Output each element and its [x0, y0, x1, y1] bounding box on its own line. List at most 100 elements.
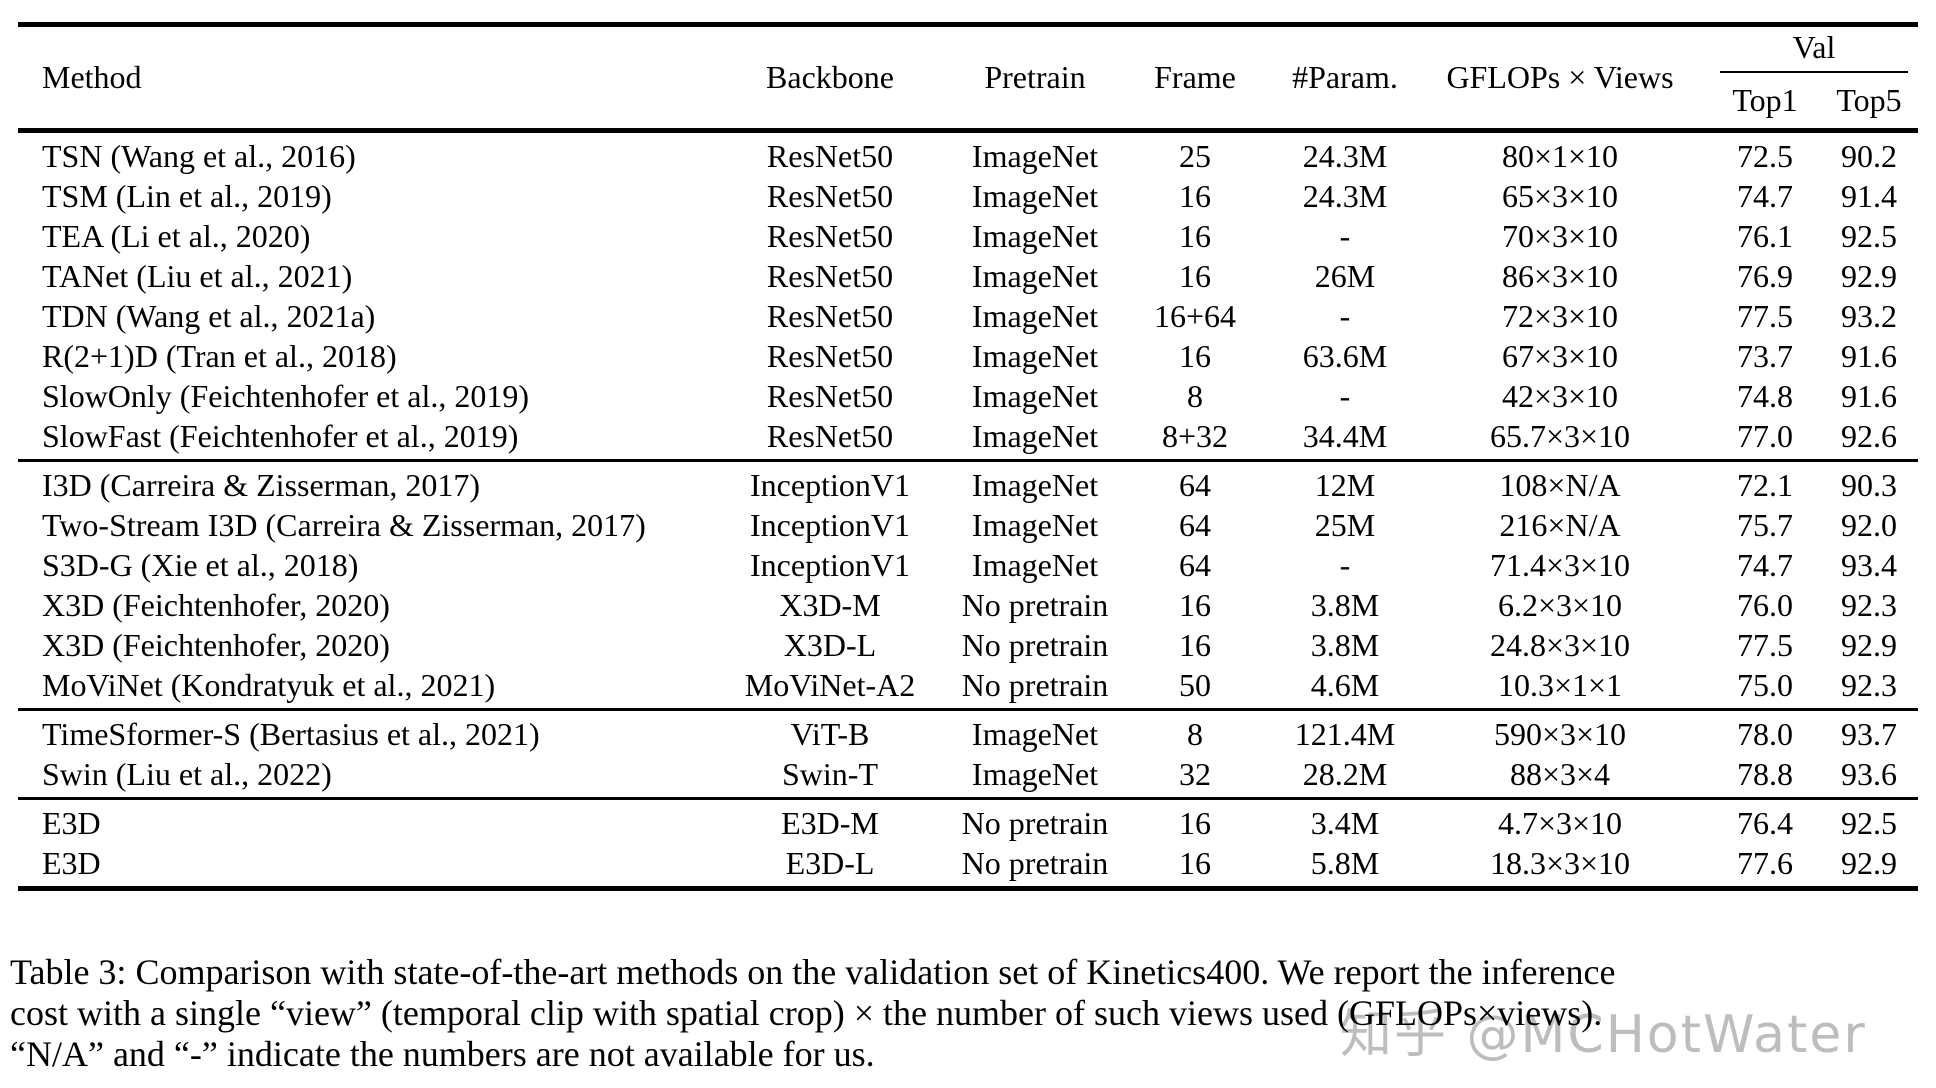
col-header-params: #Param. [1292, 59, 1398, 95]
cell-params: 5.8M [1310, 844, 1380, 881]
table-row: E3D E3D-L No pretrain 16 5.8M 18.3×3×10 77.6 92… [18, 843, 1918, 883]
cell-params: 28.2M [1302, 755, 1388, 792]
cell-pretrain: ImageNet [971, 755, 1099, 792]
cell-frame: 16 [1179, 626, 1211, 663]
cell-params: 34.4M [1302, 417, 1388, 454]
cell-frame: 25 [1179, 137, 1211, 174]
col-header-top1: Top1 [1732, 82, 1798, 118]
table-row: MoViNet (Kondratyuk et al., 2021) MoViNet… [18, 665, 1918, 705]
col-header-gflops-views: GFLOPs × Views [1446, 59, 1674, 95]
cell-pretrain: ImageNet [971, 377, 1099, 414]
cell-frame: 16 [1179, 844, 1211, 881]
cell-top1: 75.0 [1737, 666, 1793, 703]
cell-pretrain: No pretrain [961, 844, 1109, 881]
cell-top5: 90.3 [1841, 466, 1897, 503]
rule-section-3 [18, 797, 1918, 800]
cell-params: 3.4M [1310, 804, 1380, 841]
rule-header-bottom [18, 128, 1918, 133]
rule-top [18, 22, 1918, 27]
cell-frame: 16 [1179, 257, 1211, 294]
cell-params: 63.6M [1302, 337, 1388, 374]
cell-top1: 72.1 [1737, 466, 1793, 503]
cell-method: SlowOnly (Feichtenhofer et al., 2019) [42, 377, 529, 414]
cell-pretrain: ImageNet [971, 137, 1099, 174]
table-section-cnn-2d: TSN (Wang et al., 2016) ResNet50 ImageNet 2… [18, 133, 1918, 459]
col-header-pretrain: Pretrain [984, 59, 1086, 95]
table-row: TDN (Wang et al., 2021a) ResNet50 ImageNet… [18, 296, 1918, 336]
results-table: Method Backbone Pretrain Frame #Param. G… [18, 22, 1918, 891]
cell-method: MoViNet (Kondratyuk et al., 2021) [42, 666, 496, 703]
cell-gflops_views: 72×3×10 [1501, 297, 1619, 334]
cell-frame: 16 [1179, 804, 1211, 841]
cell-pretrain: No pretrain [961, 586, 1109, 623]
cell-top5: 92.9 [1841, 626, 1897, 663]
cell-frame: 64 [1179, 466, 1211, 503]
cell-top5: 92.3 [1841, 586, 1897, 623]
cell-top5: 91.6 [1841, 377, 1897, 414]
cell-method: R(2+1)D (Tran et al., 2018) [42, 337, 397, 374]
cell-pretrain: ImageNet [971, 337, 1099, 374]
cell-frame: 16 [1179, 217, 1211, 254]
cell-frame: 16 [1179, 177, 1211, 214]
cell-top5: 92.0 [1841, 506, 1897, 543]
cell-backbone: X3D-M [779, 586, 881, 623]
cell-top1: 76.4 [1737, 804, 1793, 841]
table-header: Method Backbone Pretrain Frame #Param. G… [18, 27, 1918, 128]
table-row: TSM (Lin et al., 2019) ResNet50 ImageNet 16… [18, 176, 1918, 216]
cell-pretrain: No pretrain [961, 666, 1109, 703]
cell-method: Swin (Liu et al., 2022) [42, 755, 332, 792]
rule-bottom [18, 886, 1918, 891]
cell-gflops_views: 80×1×10 [1501, 137, 1619, 174]
cell-pretrain: ImageNet [971, 177, 1099, 214]
table-row: I3D (Carreira & Zisserman, 2017) Inceptio… [18, 465, 1918, 505]
table-row: Two-Stream I3D (Carreira & Zisserman, 20… [18, 505, 1918, 545]
cell-method: TEA (Li et al., 2020) [42, 217, 311, 254]
cell-method: E3D [42, 804, 101, 841]
cell-backbone: E3D-M [781, 804, 879, 841]
cell-params: 26M [1314, 257, 1376, 294]
cell-top1: 74.7 [1737, 177, 1793, 214]
cell-pretrain: ImageNet [971, 546, 1099, 583]
cell-pretrain: ImageNet [971, 417, 1099, 454]
cell-gflops_views: 67×3×10 [1501, 337, 1619, 374]
col-header-frame: Frame [1154, 59, 1236, 95]
cell-params: 3.8M [1310, 626, 1380, 663]
cell-top1: 78.8 [1737, 755, 1793, 792]
table-row: SlowOnly (Feichtenhofer et al., 2019) Res… [18, 376, 1918, 416]
cell-backbone: ViT-B [790, 715, 870, 752]
col-header-top5: Top5 [1836, 82, 1902, 118]
cell-backbone: ResNet50 [766, 217, 894, 254]
cell-frame: 32 [1179, 755, 1211, 792]
cell-method: X3D (Feichtenhofer, 2020) [42, 586, 390, 623]
cell-gflops_views: 6.2×3×10 [1497, 586, 1623, 623]
cell-gflops_views: 65×3×10 [1501, 177, 1619, 214]
cell-gflops_views: 86×3×10 [1501, 257, 1619, 294]
cell-top1: 75.7 [1737, 506, 1793, 543]
cell-gflops_views: 65.7×3×10 [1489, 417, 1631, 454]
table-row: Swin (Liu et al., 2022) Swin-T ImageNet 32 2… [18, 754, 1918, 794]
cell-backbone: X3D-L [783, 626, 877, 663]
cell-backbone: InceptionV1 [750, 546, 910, 583]
cell-top1: 73.7 [1737, 337, 1793, 374]
cell-top5: 91.4 [1841, 177, 1897, 214]
cell-frame: 64 [1179, 546, 1211, 583]
table-row: TimeSformer-S (Bertasius et al., 2021) Vi… [18, 714, 1918, 754]
col-header-val-group: Val [1710, 29, 1918, 73]
caption-line-3: “N/A” and “-” indicate the numbers are n… [10, 1034, 875, 1074]
cell-gflops_views: 70×3×10 [1501, 217, 1619, 254]
table-row: SlowFast (Feichtenhofer et al., 2019) Res… [18, 416, 1918, 456]
cell-backbone: InceptionV1 [750, 506, 910, 543]
cell-params: 24.3M [1302, 137, 1388, 174]
cell-top1: 76.9 [1737, 257, 1793, 294]
cell-params: - [1339, 297, 1351, 334]
cell-pretrain: ImageNet [971, 297, 1099, 334]
cell-top5: 91.6 [1841, 337, 1897, 374]
cell-top1: 76.1 [1737, 217, 1793, 254]
cell-pretrain: ImageNet [971, 715, 1099, 752]
rule-section-1 [18, 459, 1918, 462]
cell-params: 25M [1314, 506, 1376, 543]
cell-gflops_views: 590×3×10 [1493, 715, 1627, 752]
cell-top1: 76.0 [1737, 586, 1793, 623]
cell-top5: 93.7 [1841, 715, 1897, 752]
val-underline [1720, 71, 1908, 73]
